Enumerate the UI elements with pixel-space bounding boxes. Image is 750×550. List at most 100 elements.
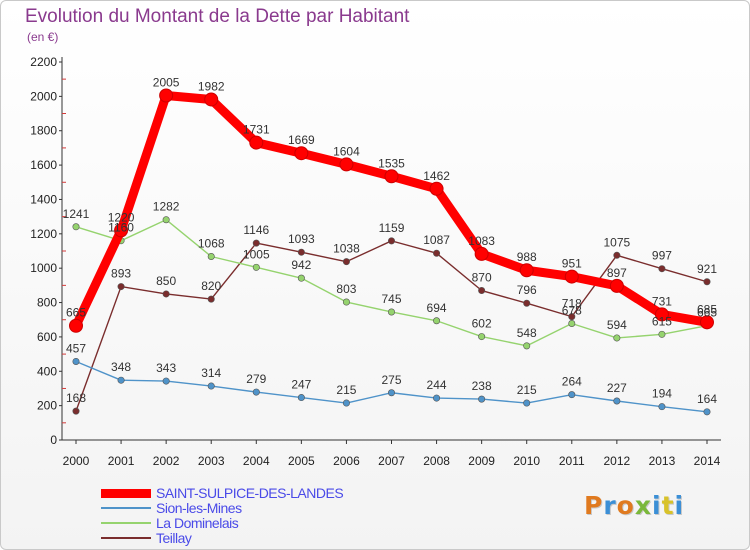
data-point [613, 251, 621, 259]
data-label: 893 [111, 267, 131, 281]
x-tick-label: 2011 [559, 454, 585, 468]
data-point [114, 223, 129, 238]
data-point [478, 287, 486, 295]
data-label: 942 [291, 258, 311, 272]
data-label: 665 [697, 306, 717, 320]
y-tick-label: 600 [37, 330, 57, 344]
data-point [523, 342, 531, 350]
legend-swatch [101, 522, 151, 524]
data-point [658, 265, 666, 273]
y-tick-label: 1200 [30, 227, 57, 241]
data-label: 215 [336, 383, 356, 397]
data-label: 796 [517, 283, 537, 297]
data-label: 215 [517, 383, 537, 397]
data-point [613, 397, 621, 405]
data-point [433, 394, 441, 402]
data-point [339, 157, 354, 172]
data-label: 1604 [333, 144, 360, 158]
x-tick-label: 2008 [423, 454, 450, 468]
data-point [568, 313, 576, 321]
data-label: 279 [246, 372, 266, 386]
x-tick-label: 2010 [513, 454, 540, 468]
data-point [654, 307, 669, 322]
data-point [568, 320, 576, 328]
legend-swatch [101, 537, 151, 539]
data-point [658, 330, 666, 338]
data-label: 1982 [198, 79, 225, 93]
legend-label: Teillay [156, 530, 192, 546]
data-point [207, 382, 215, 390]
data-point [117, 376, 125, 384]
data-label: 1087 [423, 233, 450, 247]
y-tick-label: 1800 [30, 124, 57, 138]
data-point [568, 391, 576, 399]
data-label: 1669 [288, 133, 315, 147]
data-point [204, 92, 219, 107]
data-label: 1160 [108, 221, 134, 235]
legend-label: La Dominelais [156, 515, 239, 531]
data-label: 264 [562, 375, 582, 389]
brand-letter: r [603, 491, 617, 520]
legend-label: SAINT-SULPICE-DES-LANDES [156, 485, 344, 501]
brand-logo: Proxiti [584, 491, 684, 520]
data-point [294, 146, 309, 161]
data-point [523, 399, 531, 407]
data-label: 1075 [604, 235, 631, 249]
data-label: 168 [66, 391, 86, 405]
x-tick-label: 2009 [468, 454, 495, 468]
brand-letter: o [616, 491, 635, 520]
y-tick-label: 400 [37, 364, 57, 378]
data-label: 921 [697, 262, 717, 276]
data-label: 1068 [198, 236, 225, 250]
data-label: 988 [517, 250, 537, 264]
data-point [703, 278, 711, 286]
brand-letter: t [661, 491, 675, 520]
data-label: 457 [66, 341, 86, 355]
data-label: 2005 [153, 76, 180, 90]
data-point [117, 283, 125, 291]
data-label: 1220 [108, 210, 135, 224]
x-tick-label: 2002 [153, 454, 180, 468]
y-tick-label: 2200 [30, 55, 57, 69]
x-tick-label: 2013 [649, 454, 676, 468]
data-label: 244 [427, 378, 447, 392]
data-point [252, 263, 260, 271]
data-label: 718 [562, 297, 582, 311]
data-point [249, 135, 264, 150]
data-point [72, 357, 80, 365]
y-tick-label: 1000 [30, 261, 57, 275]
data-point [387, 237, 395, 245]
data-point [297, 274, 305, 282]
data-point [384, 169, 399, 184]
data-point [207, 295, 215, 303]
data-label: 1241 [63, 207, 90, 221]
legend-swatch [101, 507, 151, 509]
brand-letter: i [674, 491, 685, 520]
data-point [297, 248, 305, 256]
x-tick-label: 2005 [288, 454, 315, 468]
data-label: 348 [111, 360, 131, 374]
data-point [69, 318, 83, 333]
data-label: 1146 [243, 223, 269, 237]
data-label: 1535 [378, 156, 405, 170]
data-label: 247 [291, 378, 311, 392]
data-point [519, 263, 534, 278]
data-label: 850 [156, 274, 176, 288]
data-point [297, 394, 305, 402]
data-label: 951 [562, 257, 582, 271]
data-label: 1731 [243, 123, 270, 137]
brand-letter: x [634, 491, 652, 520]
data-point [609, 278, 624, 293]
data-label: 164 [697, 392, 717, 406]
data-label: 870 [472, 271, 492, 285]
y-tick-label: 1600 [30, 158, 57, 172]
data-point [700, 315, 714, 330]
unit-label: (en €) [27, 30, 59, 44]
brand-letter: i [652, 491, 662, 520]
legend-swatch [101, 488, 151, 498]
data-label: 227 [607, 381, 627, 395]
data-point [342, 298, 350, 306]
data-label: 897 [607, 266, 627, 280]
data-label: 997 [652, 249, 672, 263]
